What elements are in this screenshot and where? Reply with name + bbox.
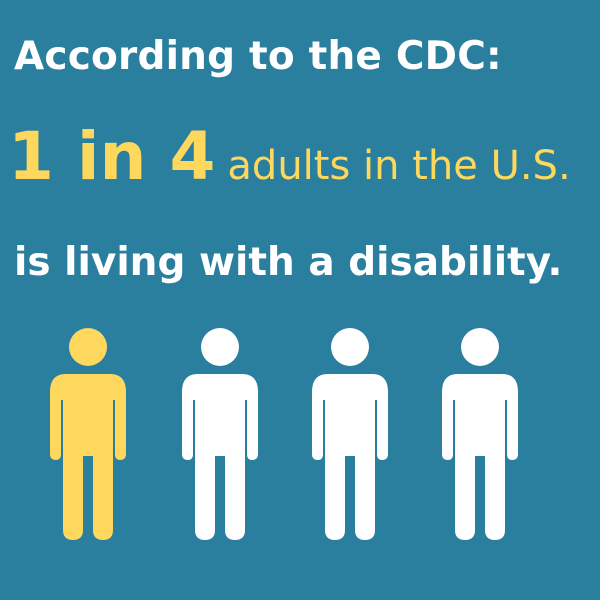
- person-icon: [306, 326, 394, 540]
- stat-tail-text: adults in the U.S.: [227, 143, 571, 189]
- conclusion-text: is living with a disability.: [14, 240, 563, 285]
- intro-text: According to the CDC:: [14, 34, 502, 79]
- stat-line: 1 in 4 adults in the U.S.: [8, 118, 571, 195]
- person-icon: [44, 326, 132, 540]
- person-icon: [436, 326, 524, 540]
- person-icon: [176, 326, 264, 540]
- stat-highlight: 1 in 4: [8, 118, 216, 195]
- people-figures: [0, 326, 600, 540]
